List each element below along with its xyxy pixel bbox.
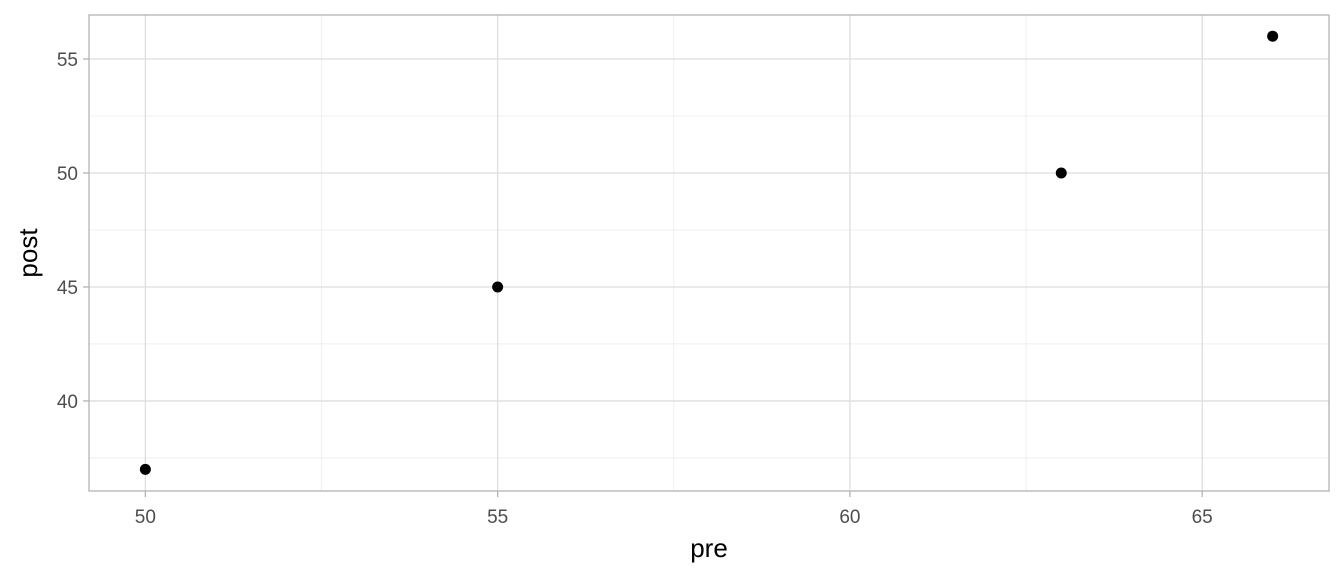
y-tick-label: 40 [57,392,78,413]
points [139,30,1279,475]
y-tick-label: 45 [57,278,78,299]
x-tick-label: 65 [1192,507,1213,528]
data-point [139,463,151,475]
x-tick-label: 55 [487,507,508,528]
x-tick-label: 50 [135,507,156,528]
x-tick-label: 60 [839,507,860,528]
x-axis-label: pre [690,533,728,563]
data-point [1055,167,1067,179]
y-tick-label: 50 [57,164,78,185]
panel-border [88,14,1330,492]
ticks: 50 55 60 65 40 45 50 55 [57,50,1213,528]
data-point [492,281,504,293]
y-axis-label: post [13,228,43,278]
data-point [1267,30,1279,42]
y-tick-label: 55 [57,50,78,71]
grid [89,15,1329,491]
